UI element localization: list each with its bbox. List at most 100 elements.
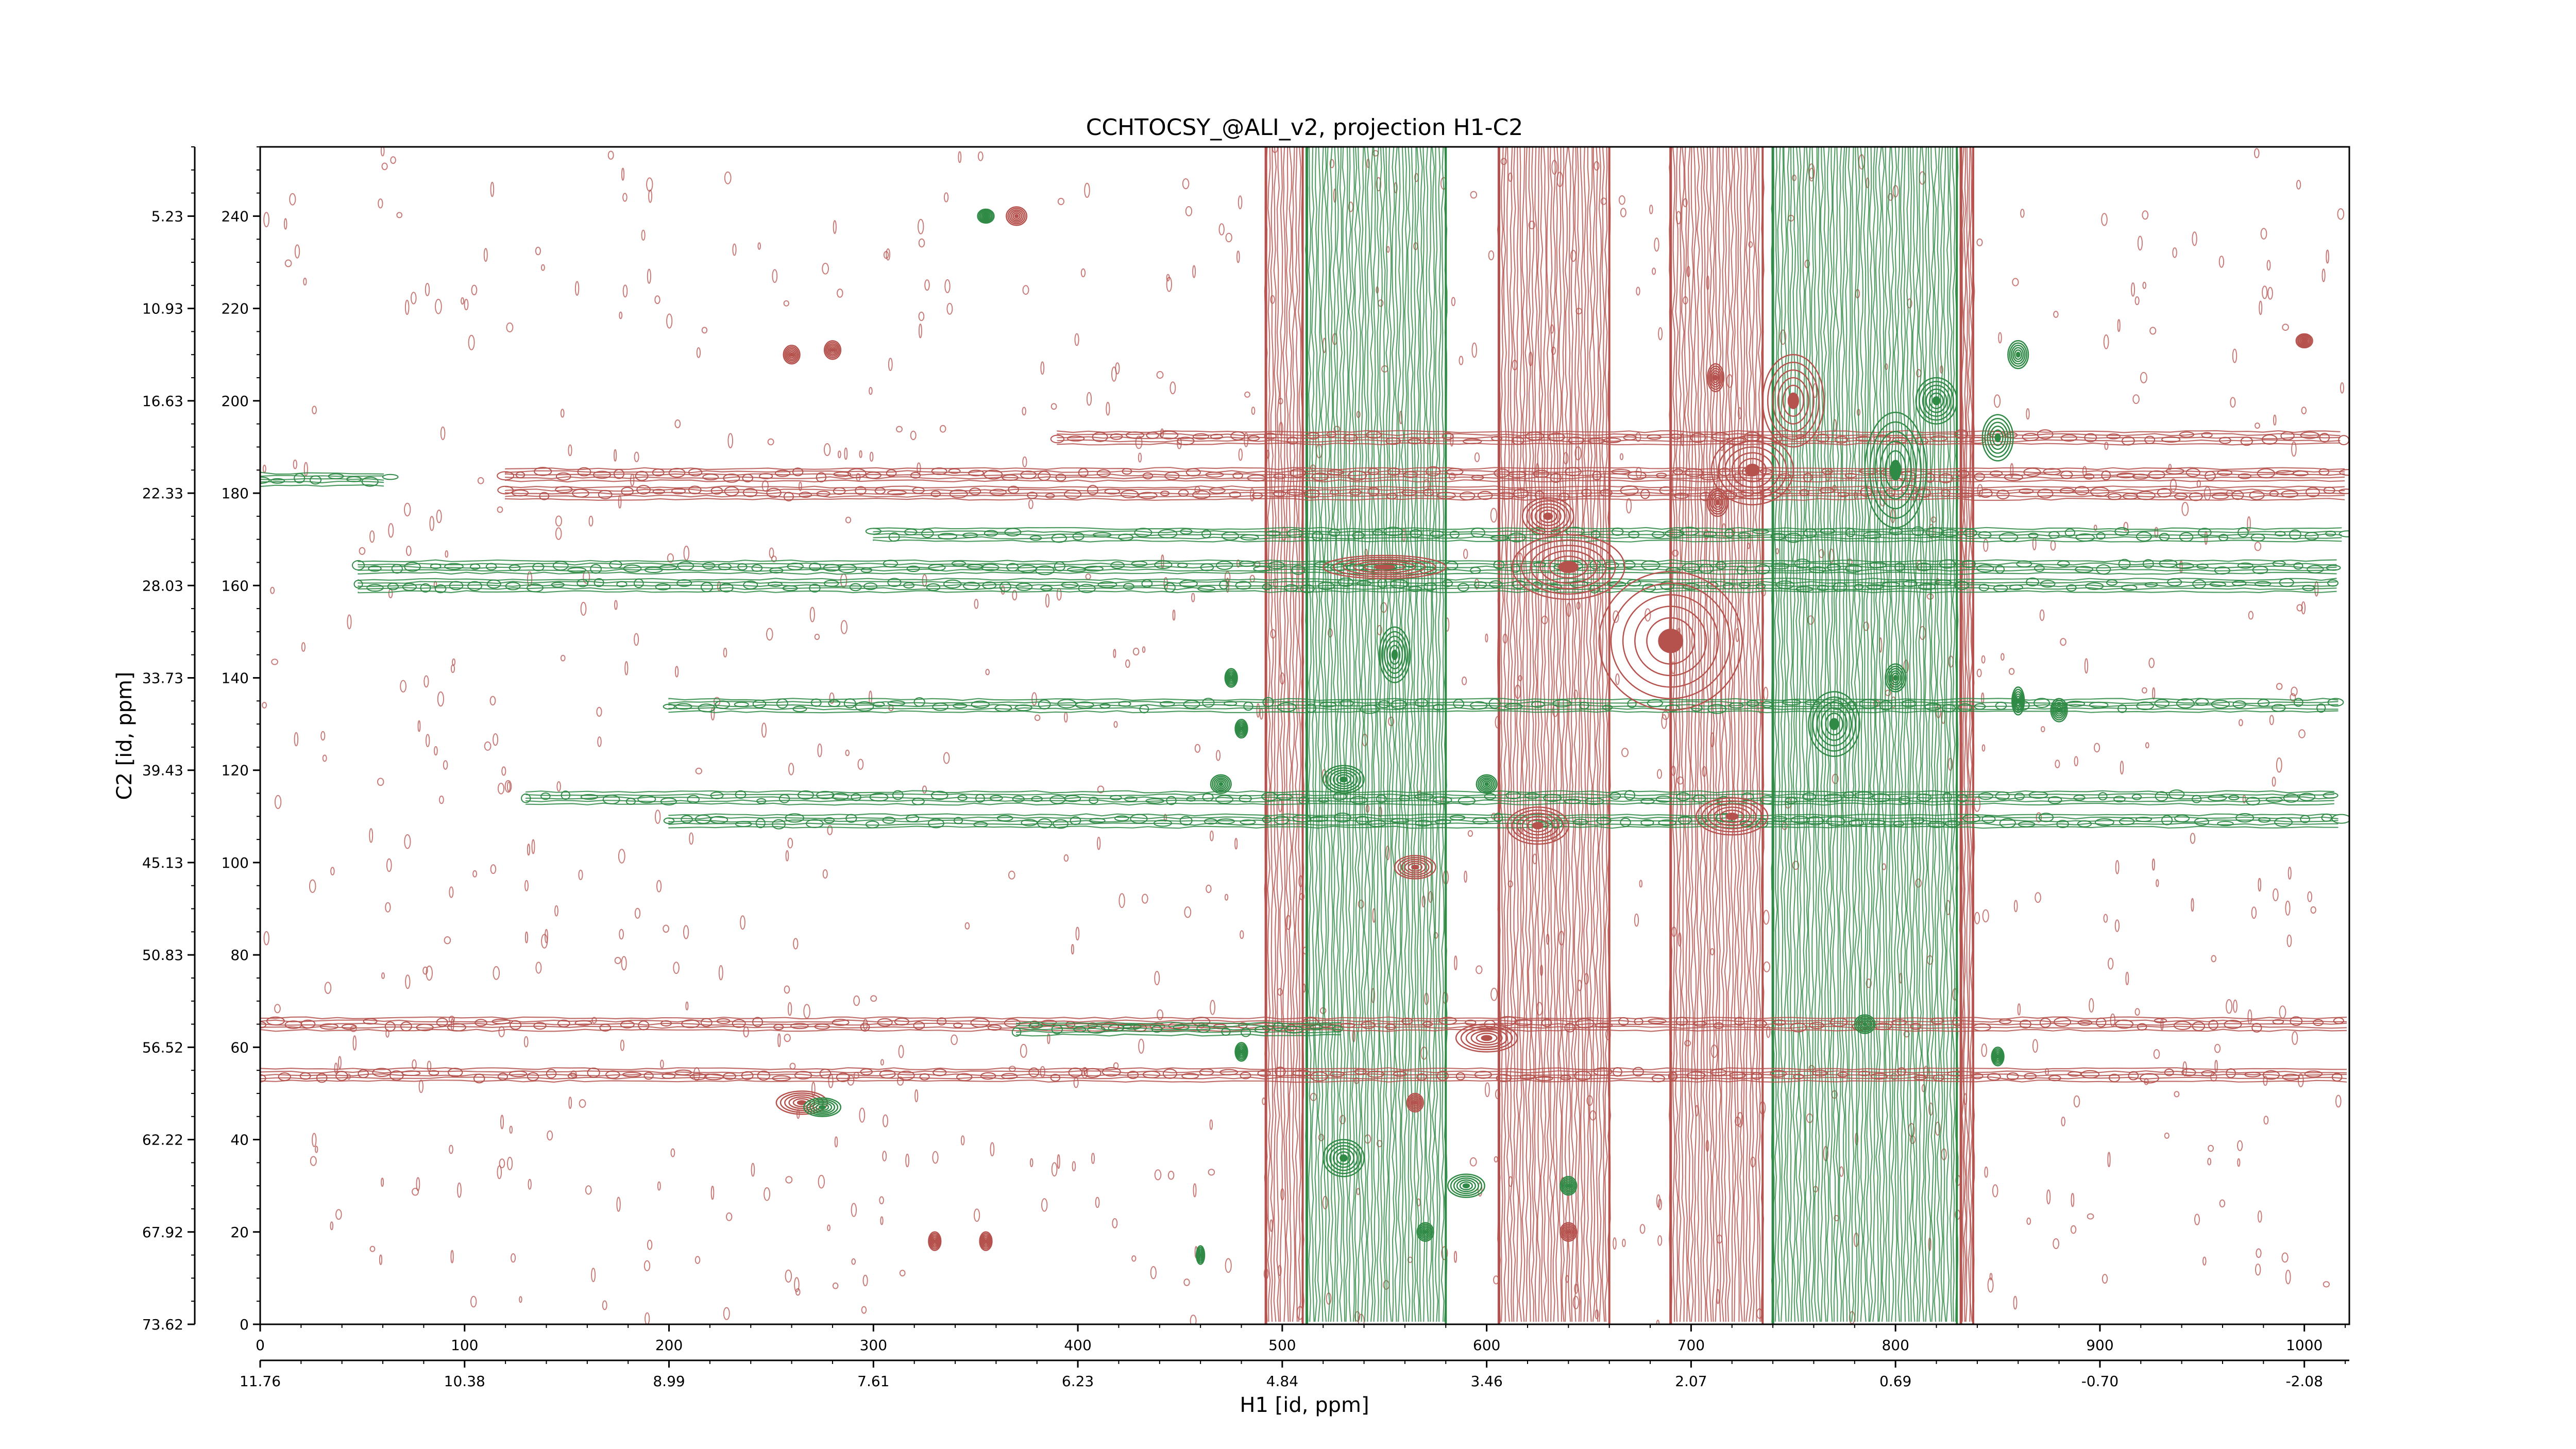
x-index-tick-label: 300 bbox=[860, 1337, 887, 1354]
peak-contour bbox=[1007, 208, 1026, 225]
band-blob bbox=[509, 564, 521, 571]
band-blob bbox=[1268, 561, 1285, 569]
noise-speckle bbox=[484, 741, 492, 751]
band-blob bbox=[2073, 795, 2086, 801]
noise-speckle bbox=[1470, 191, 1478, 199]
band-blob bbox=[1806, 816, 1824, 825]
band-blob bbox=[1658, 819, 1676, 826]
band-blob bbox=[1057, 699, 1077, 709]
band-blob bbox=[1715, 561, 1726, 570]
noise-speckle bbox=[771, 555, 777, 563]
noise-speckle bbox=[683, 925, 689, 939]
band-blob bbox=[921, 529, 934, 538]
peak-contour bbox=[930, 1234, 940, 1248]
noise-speckle bbox=[2254, 148, 2260, 159]
band-blob bbox=[1239, 795, 1252, 803]
noise-speckle bbox=[1191, 593, 1195, 602]
band-blob bbox=[1087, 485, 1098, 496]
band-blob bbox=[953, 703, 968, 709]
band-blob bbox=[636, 485, 651, 495]
band-line bbox=[505, 485, 2345, 489]
band-blob bbox=[716, 1018, 731, 1024]
band-line bbox=[1580, 147, 1584, 1322]
noise-speckle bbox=[1485, 633, 1488, 643]
noise-speckle bbox=[766, 628, 773, 641]
peak bbox=[1560, 1176, 1578, 1196]
peak-contour bbox=[1719, 810, 1745, 823]
band-line bbox=[1736, 147, 1740, 1322]
band-blob bbox=[2323, 792, 2338, 799]
band-blob bbox=[1127, 1071, 1139, 1079]
band-blob bbox=[2316, 703, 2326, 713]
band-line bbox=[1546, 147, 1550, 1322]
band-blob bbox=[1404, 560, 1416, 568]
noise-speckle bbox=[655, 810, 661, 824]
band-blob bbox=[2140, 1073, 2159, 1084]
band-blob bbox=[1463, 438, 1482, 445]
band-blob bbox=[1287, 436, 1298, 445]
noise-speckle bbox=[449, 886, 454, 898]
y-ppm-tick-label: 33.73 bbox=[142, 669, 183, 686]
peak bbox=[977, 208, 995, 224]
band-blob bbox=[1624, 790, 1635, 800]
peak-contour bbox=[1465, 1028, 1508, 1048]
band-blob bbox=[1956, 492, 1975, 498]
band-blob bbox=[299, 1072, 311, 1080]
band-blob bbox=[400, 1021, 412, 1032]
noise-speckle bbox=[2267, 287, 2273, 300]
band-blob bbox=[1385, 1023, 1396, 1031]
peak-contour bbox=[1322, 554, 1447, 580]
band-blob bbox=[2159, 559, 2178, 568]
noise-speckle bbox=[2323, 1281, 2330, 1288]
noise-speckle bbox=[657, 1181, 661, 1191]
band-blob bbox=[2098, 792, 2108, 801]
peak-contour bbox=[1374, 564, 1396, 570]
noise-speckle bbox=[1167, 1171, 1175, 1180]
noise-speckle bbox=[555, 515, 563, 527]
band-blob bbox=[2281, 490, 2299, 498]
peak-contour bbox=[1481, 1035, 1493, 1041]
noise-speckle bbox=[1572, 1295, 1580, 1309]
band-blob bbox=[833, 471, 851, 477]
noise-speckle bbox=[939, 425, 946, 433]
noise-speckle bbox=[832, 1282, 839, 1289]
noise-speckle bbox=[1318, 1134, 1325, 1141]
noise-speckle bbox=[614, 449, 617, 462]
noise-speckle bbox=[2017, 1003, 2021, 1016]
noise-speckle bbox=[723, 647, 727, 658]
peak bbox=[1224, 668, 1238, 688]
noise-speckle bbox=[726, 1212, 733, 1221]
band-blob bbox=[1337, 577, 1354, 587]
peak bbox=[1706, 363, 1725, 393]
band-blob bbox=[2224, 1020, 2242, 1029]
band-blob bbox=[1275, 1067, 1286, 1077]
band-blob bbox=[1160, 701, 1175, 707]
peak-contour bbox=[1010, 211, 1023, 222]
noise-speckle bbox=[602, 1300, 607, 1310]
peak-contour bbox=[1329, 769, 1358, 789]
noise-speckle bbox=[1028, 499, 1033, 510]
band-blob bbox=[2043, 468, 2061, 476]
noise-speckle bbox=[2298, 729, 2306, 738]
noise-speckle bbox=[643, 1260, 651, 1271]
noise-speckle bbox=[2211, 955, 2217, 963]
noise-speckle bbox=[1084, 182, 1090, 198]
band-blob bbox=[599, 1023, 612, 1032]
band-blob bbox=[2250, 533, 2265, 542]
band-blob bbox=[1640, 798, 1655, 804]
noise-speckle bbox=[359, 547, 366, 555]
band-line bbox=[1802, 147, 1806, 1322]
x-ppm-axis: 11.76 10.38 8.99 7.61 6.23 4.84 3.46 2.07 0.69 -0… bbox=[240, 1359, 2349, 1390]
noise-speckle bbox=[1635, 467, 1642, 479]
noise-speckle bbox=[974, 1208, 980, 1222]
band-blob bbox=[1941, 489, 1951, 497]
band-blob bbox=[2240, 436, 2253, 446]
band-blob bbox=[2047, 796, 2062, 804]
band-blob bbox=[448, 1068, 463, 1077]
band-line bbox=[1807, 147, 1811, 1322]
band-blob bbox=[1918, 583, 1936, 591]
x-ppm-tick-label: 8.99 bbox=[653, 1373, 685, 1390]
noise-speckle bbox=[1683, 198, 1688, 207]
band-blob bbox=[1078, 584, 1096, 593]
band-blob bbox=[759, 473, 773, 479]
